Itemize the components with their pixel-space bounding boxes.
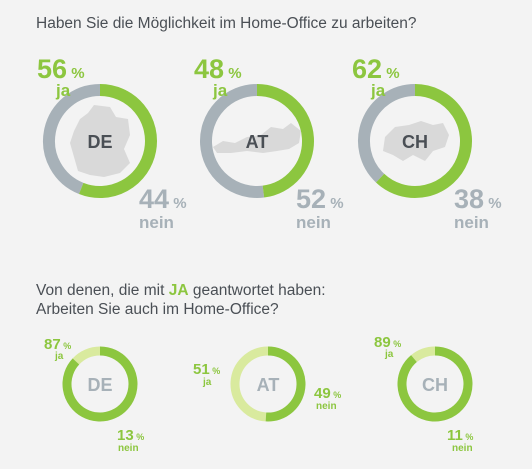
question-2: Von denen, die mit JA geantwortet haben:… [36, 281, 326, 319]
country-label-small-de: DE [87, 375, 112, 395]
country-label-ch: CH [402, 132, 428, 152]
label-ja-at: ja [213, 81, 228, 100]
label-small-nein-de: nein [118, 443, 139, 454]
value-small-ja-ch: 89 % [374, 334, 402, 351]
donut-at: AT [200, 84, 314, 198]
value-small-nein-at: 49 % [314, 385, 342, 402]
slice-small-ja-de [62, 346, 138, 422]
donut-ch: CH [358, 84, 472, 198]
value-nein-de: 44 % [139, 184, 187, 214]
label-nein-de: nein [139, 213, 174, 232]
question-1: Haben Sie die Möglichkeit im Home-Office… [36, 15, 417, 32]
donut-small-at: AT [230, 346, 306, 422]
country-label-small-at: AT [257, 375, 280, 395]
label-small-ja-de: ja [55, 351, 64, 362]
question-2-highlight: JA [168, 282, 189, 299]
slice-ja-ch [375, 84, 472, 198]
country-label-de: DE [87, 132, 112, 152]
question-2-line2: Arbeiten Sie auch im Home-Office? [36, 301, 279, 318]
label-small-nein-at: nein [316, 401, 337, 412]
value-nein-at: 52 % [296, 184, 344, 214]
slice-ja-at [256, 84, 314, 198]
value-small-nein-de: 13 % [117, 427, 145, 444]
label-nein-ch: nein [454, 213, 489, 232]
country-label-at: AT [246, 132, 269, 152]
label-small-nein-ch: nein [452, 443, 473, 454]
slice-small-nein-ch [411, 346, 436, 363]
label-ja-ch: ja [371, 81, 386, 100]
country-map-at [213, 123, 301, 153]
slice-nein-at [200, 84, 265, 198]
donut-small-ch: CH [397, 346, 473, 422]
donut-de: DE [43, 84, 157, 198]
slice-small-nein-de [72, 346, 101, 365]
question-2-pre: Von denen, die mit [36, 282, 169, 299]
slice-small-ja-at [265, 346, 306, 422]
question-2-post: geantwortet haben: [188, 282, 326, 299]
label-small-ja-ch: ja [385, 349, 394, 360]
slice-nein-ch [358, 84, 416, 183]
label-nein-at: nein [296, 213, 331, 232]
country-map-de [70, 105, 130, 177]
value-ja-de: 56 % [37, 54, 85, 84]
value-small-ja-de: 87 % [44, 336, 72, 353]
slice-nein-de [43, 84, 101, 194]
donut-small-de: DE [62, 346, 138, 422]
country-map-ch [383, 121, 449, 161]
country-label-small-ch: CH [422, 375, 448, 395]
value-ja-ch: 62 % [352, 54, 400, 84]
value-ja-at: 48 % [194, 54, 242, 84]
value-nein-ch: 38 % [454, 184, 502, 214]
slice-small-ja-ch [397, 346, 473, 422]
slice-small-nein-at [230, 346, 269, 422]
label-ja-de: ja [56, 81, 71, 100]
value-small-nein-ch: 11 % [447, 427, 474, 444]
label-small-ja-at: ja [203, 377, 212, 388]
slice-ja-de [79, 84, 157, 198]
value-small-ja-at: 51 % [193, 361, 221, 378]
